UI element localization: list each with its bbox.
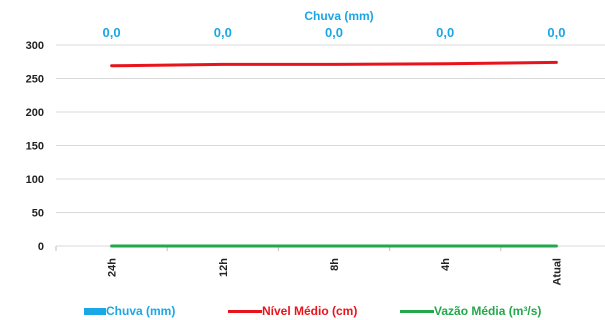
legend-swatch-vazao xyxy=(400,309,434,313)
rain-value-label: 0,0 xyxy=(547,25,565,40)
rain-axis-title: Chuva (mm) xyxy=(304,9,373,23)
y-tick-label: 150 xyxy=(26,141,44,153)
rain-value-label: 0,0 xyxy=(214,25,232,40)
rain-value-label: 0,0 xyxy=(436,25,454,40)
series-layer xyxy=(110,60,558,248)
y-tick-label: 50 xyxy=(32,208,44,220)
y-tick-label: 100 xyxy=(26,174,44,186)
x-axis: 24h 12h 8h 4h Atual xyxy=(55,246,563,286)
legend-label-vazao: Vazão Média (m³/s) xyxy=(434,304,542,318)
y-tick-label: 300 xyxy=(26,40,44,52)
y-tick-label: 0 xyxy=(38,241,44,253)
legend-label-nivel: Nível Médio (cm) xyxy=(262,304,358,318)
y-tick-label: 250 xyxy=(26,74,44,86)
y-tick-label: 200 xyxy=(26,107,44,119)
legend-item-chuva: Chuva (mm) xyxy=(84,303,175,319)
gridlines xyxy=(56,44,605,247)
legend-label-chuva: Chuva (mm) xyxy=(106,304,176,318)
nivel-medio-line xyxy=(110,60,558,68)
legend: Chuva (mm) Nível Médio (cm) Vazão Média … xyxy=(0,300,605,320)
y-axis: 0 50 100 150 200 250 300 xyxy=(26,40,44,253)
x-tick-label: 24h xyxy=(107,258,119,277)
rain-value-label: 0,0 xyxy=(325,25,343,40)
legend-item-nivel: Nível Médio (cm) xyxy=(228,303,357,319)
rain-labels: 0,0 0,0 0,0 0,0 0,0 xyxy=(103,25,566,40)
x-tick-label: 8h xyxy=(329,258,341,271)
x-tick-label: 12h xyxy=(218,258,230,277)
legend-swatch-nivel xyxy=(228,309,262,313)
x-tick-label: 4h xyxy=(440,258,452,271)
legend-swatch-chuva xyxy=(84,307,106,315)
x-tick-label: Atual xyxy=(551,258,563,286)
rain-value-label: 0,0 xyxy=(103,25,121,40)
legend-item-vazao: Vazão Média (m³/s) xyxy=(400,303,541,319)
